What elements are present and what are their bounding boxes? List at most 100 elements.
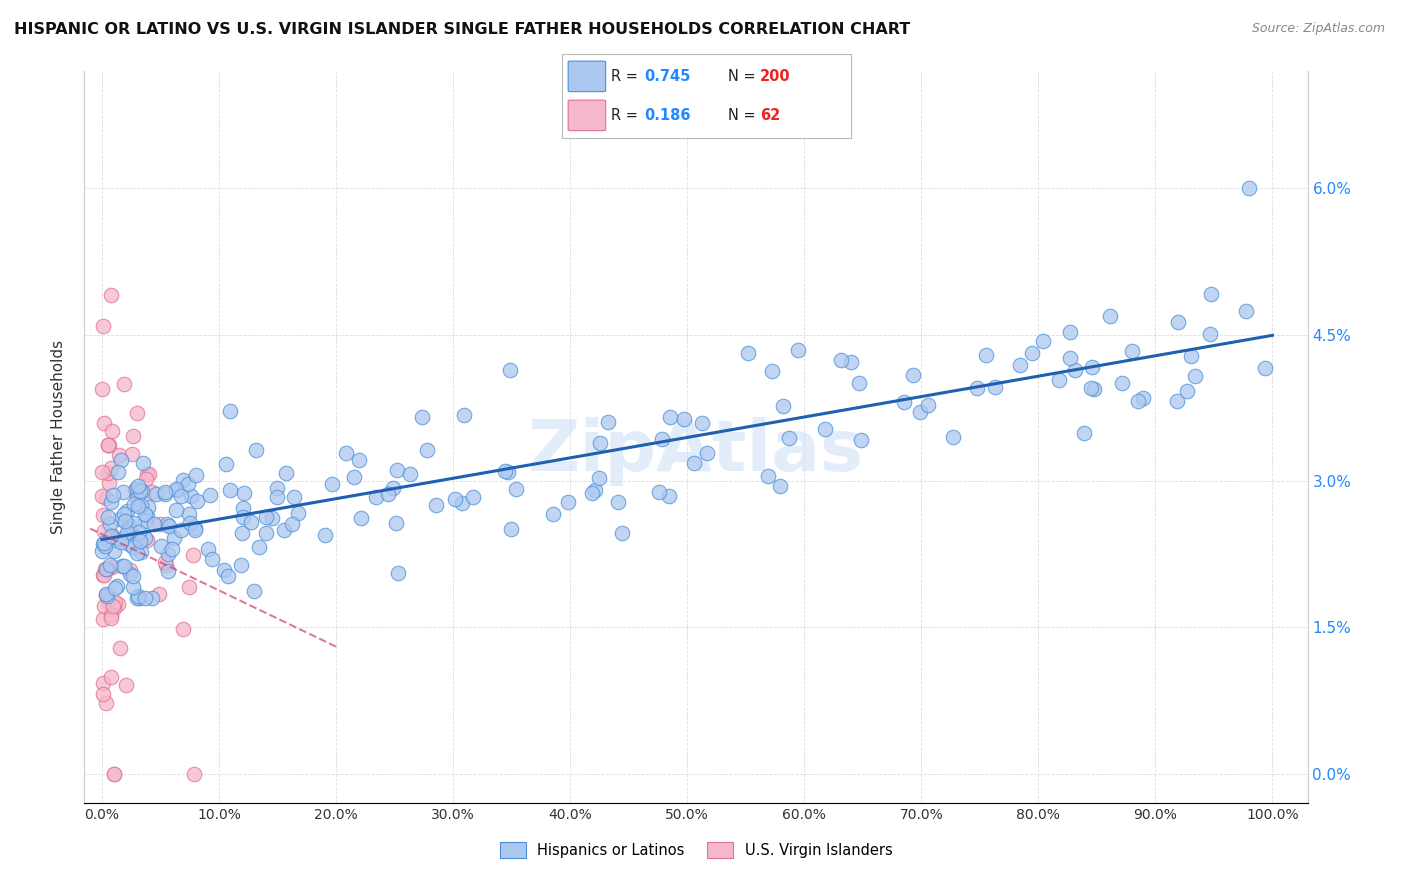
Point — [387, 566, 409, 581]
Point — [125, 406, 148, 420]
Point — [107, 448, 129, 462]
Point — [122, 516, 145, 530]
Point — [112, 558, 135, 573]
Point — [212, 563, 235, 577]
Point — [101, 559, 124, 574]
Point — [97, 438, 120, 452]
Point — [117, 504, 139, 518]
Point — [97, 438, 120, 452]
Point — [122, 581, 145, 595]
Point — [399, 467, 422, 481]
Point — [266, 491, 288, 505]
Point — [129, 483, 152, 498]
Point — [96, 561, 118, 575]
Point — [127, 591, 149, 605]
Point — [1064, 363, 1087, 377]
Point — [1032, 334, 1054, 349]
Point — [1010, 358, 1032, 372]
Point — [215, 457, 238, 471]
Point — [170, 490, 193, 504]
Point — [444, 491, 467, 506]
Text: ZipAtlas: ZipAtlas — [529, 417, 863, 486]
Y-axis label: Single Father Households: Single Father Households — [51, 340, 66, 534]
Point — [138, 467, 160, 482]
Point — [129, 545, 152, 559]
Point — [1253, 361, 1275, 376]
Point — [183, 766, 205, 780]
Point — [96, 491, 118, 505]
Point — [93, 599, 115, 614]
Point — [1111, 376, 1133, 390]
Point — [149, 517, 172, 532]
Point — [231, 525, 253, 540]
Point — [149, 539, 172, 553]
Point — [170, 524, 193, 538]
Point — [197, 541, 219, 556]
Point — [143, 516, 166, 531]
Point — [117, 517, 139, 532]
Point — [98, 516, 121, 531]
Point — [110, 452, 132, 467]
Point — [91, 466, 114, 480]
Point — [245, 443, 267, 458]
Point — [127, 500, 149, 514]
Point — [651, 432, 673, 446]
Point — [505, 483, 527, 497]
Point — [157, 547, 180, 561]
Point — [120, 563, 142, 577]
Point — [321, 476, 343, 491]
Point — [350, 511, 373, 525]
Point — [94, 562, 117, 576]
Point — [1184, 369, 1206, 384]
Point — [179, 507, 201, 521]
Point — [1059, 325, 1081, 339]
Point — [176, 477, 198, 491]
Point — [1199, 327, 1222, 342]
Point — [453, 408, 475, 422]
Point — [93, 612, 115, 626]
Point — [100, 670, 122, 684]
Point — [229, 558, 252, 572]
Point — [184, 521, 207, 535]
Point — [186, 468, 208, 483]
Point — [683, 456, 706, 470]
Point — [385, 463, 408, 477]
Point — [91, 489, 114, 503]
Point — [172, 622, 194, 636]
Point — [254, 525, 277, 540]
Point — [903, 368, 925, 383]
Legend: Hispanics or Latinos, U.S. Virgin Islanders: Hispanics or Latinos, U.S. Virgin Island… — [499, 842, 893, 858]
Point — [690, 416, 713, 430]
Point — [127, 491, 149, 505]
FancyBboxPatch shape — [568, 62, 606, 92]
Point — [91, 382, 114, 396]
Point — [254, 510, 277, 524]
Point — [103, 600, 125, 615]
Point — [107, 597, 129, 611]
Point — [135, 472, 157, 486]
Point — [165, 482, 187, 496]
Point — [610, 526, 633, 541]
Point — [343, 470, 366, 484]
Point — [283, 490, 305, 504]
Point — [103, 544, 125, 558]
Point — [100, 608, 122, 623]
Point — [100, 460, 122, 475]
Point — [128, 525, 150, 540]
Point — [97, 466, 120, 480]
Point — [347, 453, 370, 467]
Text: R =: R = — [612, 69, 638, 84]
Point — [124, 497, 146, 511]
Point — [104, 533, 127, 548]
Point — [1237, 181, 1260, 195]
Point — [103, 766, 125, 780]
Point — [94, 696, 117, 710]
Point — [122, 429, 145, 443]
Text: 0.745: 0.745 — [644, 69, 690, 84]
Point — [112, 531, 135, 545]
Point — [541, 507, 564, 521]
Point — [966, 380, 988, 394]
Point — [108, 640, 131, 655]
Point — [155, 558, 177, 572]
Point — [839, 355, 862, 369]
